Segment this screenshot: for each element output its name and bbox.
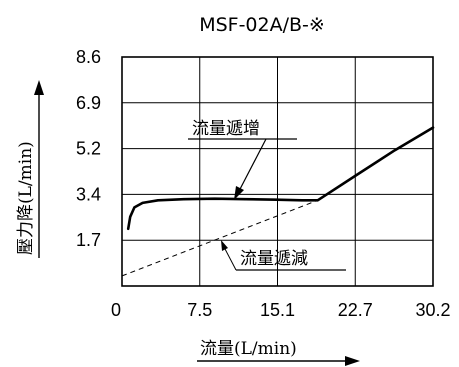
y-axis-label: 壓力降(L/min) <box>16 141 36 255</box>
x-tick-label: 0 <box>111 300 121 320</box>
decreasing-flow-line <box>121 199 318 277</box>
decreasing-flow-leader <box>223 246 237 271</box>
x-tick-labels: 0 7.5 15.1 22.7 30.2 <box>111 300 451 320</box>
decreasing-flow-label: 流量遞減 <box>240 249 308 269</box>
y-tick-label: 1.7 <box>76 230 101 250</box>
x-tick-label: 22.7 <box>338 300 373 320</box>
x-axis-label: 流量(L/min) <box>200 339 297 359</box>
increasing-flow-label: 流量遞增 <box>192 119 260 139</box>
x-axis-arrowhead <box>345 356 360 366</box>
increasing-flow-arrowhead <box>234 186 244 200</box>
x-tick-label: 30.2 <box>415 300 450 320</box>
increasing-flow-leader <box>237 138 267 194</box>
y-tick-label: 3.4 <box>76 184 101 204</box>
y-tick-label: 8.6 <box>76 47 101 67</box>
chart-title: MSF-02A/B-※ <box>199 14 325 36</box>
plot-frame <box>121 56 434 287</box>
x-tick-label: 7.5 <box>187 300 212 320</box>
grid <box>122 57 433 286</box>
y-tick-labels: 1.7 3.4 5.2 6.9 8.6 <box>76 47 101 250</box>
decreasing-flow-arrowhead <box>221 240 228 251</box>
x-tick-label: 15.1 <box>260 300 295 320</box>
increasing-flow-line <box>126 126 435 231</box>
y-tick-label: 6.9 <box>76 93 101 113</box>
y-tick-label: 5.2 <box>76 139 101 159</box>
y-axis-arrowhead <box>34 80 44 95</box>
